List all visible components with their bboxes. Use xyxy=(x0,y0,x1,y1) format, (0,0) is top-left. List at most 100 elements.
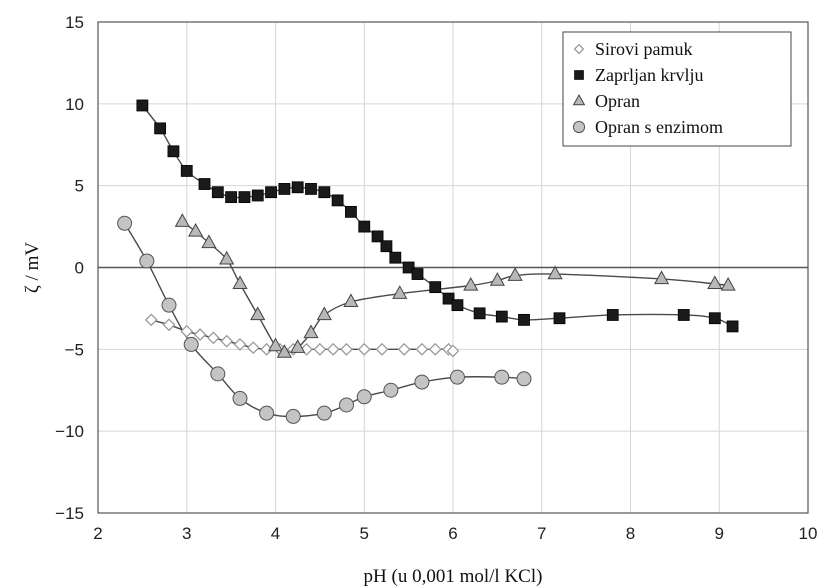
x-tick-label: 3 xyxy=(182,524,191,543)
data-point xyxy=(193,328,207,342)
data-point xyxy=(232,390,248,406)
data-point xyxy=(180,324,194,338)
data-point xyxy=(371,230,384,243)
x-tick-label: 5 xyxy=(360,524,369,543)
x-tick-label: 8 xyxy=(626,524,635,543)
data-point xyxy=(429,281,442,294)
data-point xyxy=(428,342,442,356)
data-point xyxy=(547,265,563,280)
data-point xyxy=(357,342,371,356)
data-point xyxy=(219,250,235,265)
data-point xyxy=(397,342,411,356)
data-point xyxy=(356,389,372,405)
data-point xyxy=(238,191,251,204)
legend: Sirovi pamuk Zaprljan krvlju Opran Opran s … xyxy=(562,31,792,147)
data-point xyxy=(211,186,224,199)
legend-label: Opran xyxy=(595,91,640,111)
data-point xyxy=(259,405,275,421)
data-point xyxy=(720,276,736,291)
data-point xyxy=(331,194,344,207)
data-point xyxy=(225,191,238,204)
data-point xyxy=(313,342,327,356)
data-point xyxy=(174,213,190,227)
data-point xyxy=(154,122,167,135)
data-markers xyxy=(117,99,739,424)
x-axis-title: pH (u 0,001 mol/l KCl) xyxy=(364,566,543,587)
tick-labels: 2 3 4 5 6 7 8 9 10 15 10 5 0 −5 −10 −15 xyxy=(55,13,817,543)
data-point xyxy=(339,397,354,413)
data-point xyxy=(220,334,234,348)
data-point xyxy=(708,312,721,325)
data-point xyxy=(136,99,149,112)
data-point xyxy=(340,342,353,356)
data-point xyxy=(446,344,460,358)
x-tick-label: 6 xyxy=(448,524,457,543)
data-point xyxy=(201,234,217,249)
plot-frame xyxy=(97,21,809,514)
data-point xyxy=(161,297,177,313)
data-point xyxy=(183,336,199,352)
y-tick-label: 10 xyxy=(65,95,84,114)
legend-label: Zaprljan krvlju xyxy=(595,65,703,85)
data-point xyxy=(383,382,399,398)
data-point xyxy=(318,186,331,199)
data-point xyxy=(375,342,389,356)
data-point xyxy=(250,306,266,321)
data-point xyxy=(285,408,301,424)
data-point xyxy=(316,306,332,321)
data-point xyxy=(380,240,393,253)
data-point xyxy=(451,299,464,312)
data-point xyxy=(198,178,211,190)
legend-marker xyxy=(574,70,584,80)
data-point xyxy=(265,186,277,199)
data-point xyxy=(167,145,180,158)
data-point xyxy=(507,267,523,281)
data-point xyxy=(303,324,319,339)
y-tick-label: −15 xyxy=(55,504,84,523)
legend-label: Opran s enzimom xyxy=(595,117,723,137)
x-tick-label: 2 xyxy=(93,524,102,543)
data-point xyxy=(188,222,204,237)
data-point xyxy=(392,285,408,299)
series-curve xyxy=(124,222,525,418)
data-point xyxy=(278,183,291,195)
y-tick-label: −10 xyxy=(55,422,84,441)
y-axis-title: ζ / mV xyxy=(22,242,43,293)
y-tick-label: 5 xyxy=(75,177,84,196)
data-point xyxy=(251,189,264,202)
data-point xyxy=(232,275,248,290)
data-point xyxy=(267,337,284,352)
data-point xyxy=(495,310,508,323)
data-point xyxy=(677,309,690,321)
data-point xyxy=(449,369,465,385)
data-point xyxy=(276,344,292,358)
data-point xyxy=(291,181,304,194)
legend-label: Sirovi pamuk xyxy=(595,39,693,59)
data-point xyxy=(206,331,220,345)
data-point xyxy=(414,374,430,390)
data-point xyxy=(180,165,193,177)
data-point xyxy=(463,276,479,291)
data-point xyxy=(606,309,619,321)
data-point xyxy=(117,215,133,231)
data-point xyxy=(305,183,317,195)
data-point xyxy=(518,313,530,326)
data-point xyxy=(442,292,455,305)
data-point xyxy=(707,275,723,290)
data-point xyxy=(233,338,247,351)
data-point xyxy=(411,268,424,280)
data-point xyxy=(345,205,357,218)
legend-marker xyxy=(572,120,586,134)
x-tick-label: 9 xyxy=(715,524,724,543)
data-point xyxy=(389,251,402,264)
data-point xyxy=(358,220,371,233)
legend-box xyxy=(562,31,792,147)
y-tick-label: 15 xyxy=(65,13,84,32)
x-tick-label: 7 xyxy=(537,524,546,543)
data-point xyxy=(343,293,359,308)
data-point xyxy=(326,342,340,356)
data-point xyxy=(494,369,510,385)
data-point xyxy=(473,307,486,320)
data-point xyxy=(653,270,670,285)
